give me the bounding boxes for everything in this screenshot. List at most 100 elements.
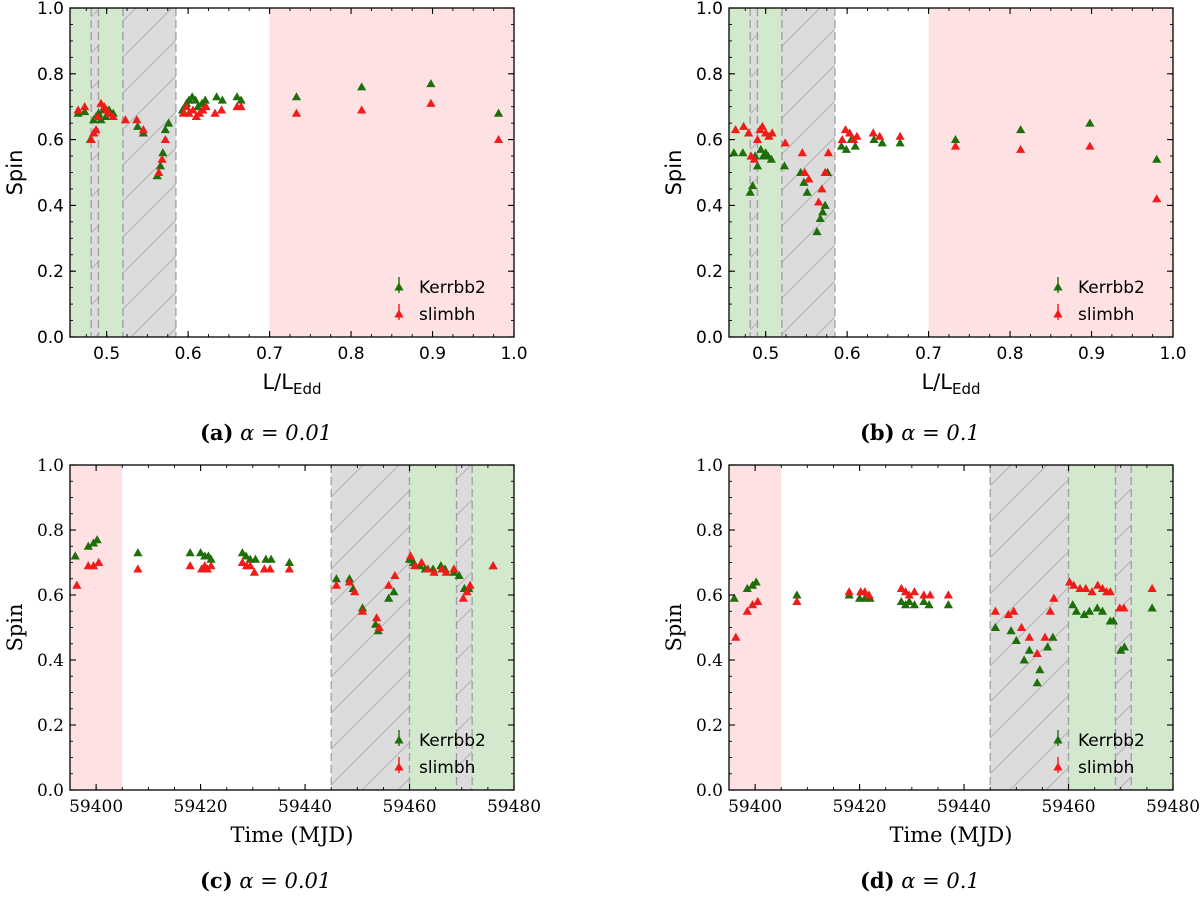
data-point (904, 590, 914, 599)
data-point (909, 587, 920, 596)
data-point (850, 141, 860, 150)
x-axis-label: Time (MJD) (890, 823, 1013, 847)
data-point (1032, 648, 1042, 657)
y-tick-label: 0.0 (37, 781, 64, 801)
data-point (1048, 632, 1058, 641)
data-point (86, 135, 96, 144)
data-point (804, 174, 814, 183)
data-point (1147, 583, 1157, 592)
y-tick-label: 0.0 (37, 328, 64, 348)
y-tick-label: 0.4 (696, 651, 723, 671)
legend: Kerrbb2 slimbh (394, 277, 486, 325)
y-tick-label: 0.4 (37, 651, 64, 671)
data-point (1003, 609, 1014, 618)
gray-region-hatch (331, 465, 410, 790)
data-point (1152, 154, 1162, 163)
data-point (92, 535, 102, 544)
y-tick-label: 0.0 (696, 328, 723, 348)
data-point (990, 606, 1000, 615)
x-axis-label-main: L/L (262, 370, 293, 394)
data-point (155, 161, 166, 170)
green-region (1131, 465, 1173, 790)
data-point (823, 148, 833, 157)
x-tick-label: 59480 (1146, 797, 1200, 817)
data-point (860, 587, 870, 596)
data-point (752, 161, 763, 170)
series-slimbh (73, 98, 504, 176)
y-tick-label: 0.0 (696, 781, 723, 801)
data-point (423, 564, 433, 573)
data-point (1035, 665, 1045, 674)
data-point (465, 580, 475, 589)
legend-marker-kerrbb2 (394, 735, 404, 744)
series-slimbh (730, 121, 1162, 206)
panel-a: 0.5 0.6 0.7 0.8 0.9 1.0 0.0 0.2 0.4 0.6 0.8 1.0 Spin… (3, 0, 528, 445)
gray-region-hatch (1115, 465, 1132, 790)
data-point (160, 125, 170, 134)
y-tick-label: 0.2 (37, 716, 64, 736)
legend-label-slimbh: slimbh (419, 758, 475, 778)
panel-d: 59400 59420 59440 59460 59480 0.0 0.2 0.4 0.6 0.8… (662, 456, 1200, 893)
pink-region (70, 465, 123, 790)
caption-label: (c) (200, 868, 233, 893)
x-axis-label-subscript: Edd (952, 380, 981, 398)
data-point (950, 135, 961, 144)
data-point (201, 102, 211, 111)
data-point (291, 108, 302, 117)
x-tick-label: 59400 (69, 797, 123, 817)
data-point (731, 632, 741, 641)
y-tick-label: 0.6 (37, 586, 64, 606)
data-point (91, 125, 101, 134)
x-axis-label: L/LEdd (262, 370, 321, 398)
data-point (426, 98, 436, 107)
data-point (756, 144, 766, 153)
data-point (925, 590, 935, 599)
data-point (817, 184, 827, 193)
data-point (265, 564, 275, 573)
data-point (950, 141, 961, 150)
data-point (1108, 616, 1119, 625)
data-point (742, 606, 752, 615)
data-point (1097, 606, 1108, 615)
data-point (462, 587, 472, 596)
green-region (1068, 465, 1116, 790)
data-point (132, 115, 142, 124)
pink-region (729, 465, 782, 790)
legend-marker-slimbh (394, 762, 404, 771)
panel-caption: (b) α = 0.1 (860, 420, 980, 445)
data-point (780, 138, 790, 147)
data-point (1084, 606, 1095, 615)
data-point (836, 141, 847, 150)
data-point (250, 554, 261, 563)
data-point (909, 600, 920, 609)
panel-caption: (a) α = 0.01 (200, 420, 332, 445)
data-point (919, 590, 929, 599)
y-axis-label: Spin (662, 603, 686, 651)
data-point (488, 561, 498, 570)
data-point (924, 600, 934, 609)
data-point (738, 148, 748, 157)
gray-region-hatch (91, 8, 99, 337)
x-tick-label: 59460 (1041, 797, 1095, 817)
data-point (1040, 632, 1050, 641)
legend-label-slimbh: slimbh (1078, 758, 1134, 778)
gray-region-hatch (750, 8, 758, 337)
data-point (792, 596, 802, 605)
y-tick-label: 0.8 (696, 65, 723, 85)
caption-equation: α = 0.1 (895, 869, 980, 893)
data-point (943, 600, 953, 609)
data-point (1019, 655, 1029, 664)
green-region (729, 8, 751, 337)
data-point (852, 131, 862, 140)
legend-marker-kerrbb2 (1053, 735, 1063, 744)
data-point (757, 121, 768, 130)
data-point (840, 125, 851, 134)
gray-region-hatch (456, 465, 473, 790)
data-point (493, 135, 504, 144)
data-point (844, 587, 854, 596)
data-point (284, 557, 294, 566)
data-point (1079, 609, 1089, 618)
data-point (1119, 642, 1130, 651)
data-point (815, 213, 825, 223)
panel-b: 0.5 0.6 0.7 0.8 0.9 1.0 0.0 0.2 0.4 0.6 0.8 1.0 Spin… (662, 0, 1187, 445)
